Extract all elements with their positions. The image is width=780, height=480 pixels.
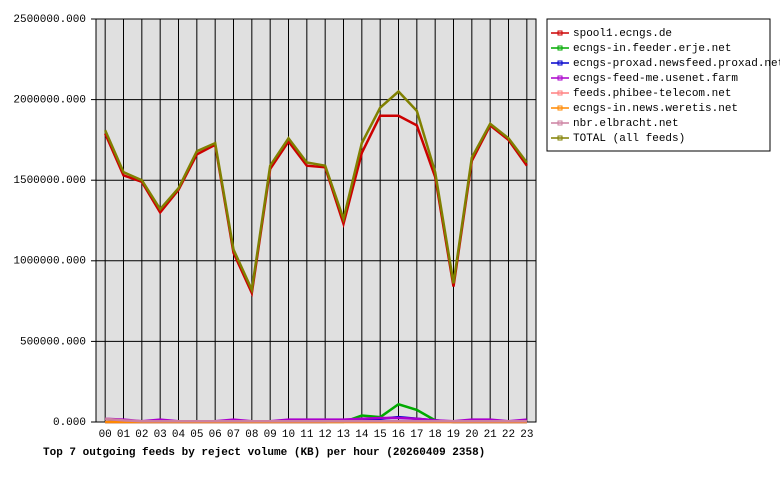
legend-marker bbox=[557, 75, 563, 81]
x-tick-label: 17 bbox=[410, 429, 423, 441]
y-tick-label: 0.000 bbox=[53, 417, 86, 429]
legend-label: ecngs-proxad.newsfeed.proxad.net bbox=[573, 58, 780, 70]
legend-label: ecngs-in.feeder.erje.net bbox=[573, 43, 731, 55]
x-tick-label: 14 bbox=[355, 429, 369, 441]
x-tick-label: 12 bbox=[319, 429, 332, 441]
y-tick-label: 1500000.000 bbox=[13, 175, 86, 187]
x-tick-label: 00 bbox=[99, 429, 112, 441]
x-tick-label: 11 bbox=[300, 429, 314, 441]
legend-box bbox=[546, 18, 771, 152]
plot-area bbox=[96, 19, 536, 422]
x-tick-label: 20 bbox=[465, 429, 478, 441]
x-tick-label: 19 bbox=[447, 429, 460, 441]
x-tick-label: 01 bbox=[117, 429, 131, 441]
legend-marker bbox=[557, 30, 563, 36]
chart-title: Top 7 outgoing feeds by reject volume (K… bbox=[43, 447, 485, 459]
x-tick-label: 13 bbox=[337, 429, 350, 441]
legend-label: nbr.elbracht.net bbox=[573, 118, 679, 130]
legend-label: feeds.phibee-telecom.net bbox=[573, 88, 731, 100]
legend-label: TOTAL (all feeds) bbox=[573, 133, 685, 145]
legend-label: ecngs-in.news.weretis.net bbox=[573, 103, 738, 115]
y-tick-label: 2500000.000 bbox=[13, 14, 86, 26]
x-tick-label: 04 bbox=[172, 429, 186, 441]
x-tick-label: 09 bbox=[264, 429, 277, 441]
legend-marker bbox=[557, 105, 563, 111]
y-tick-label: 500000.000 bbox=[20, 336, 86, 348]
x-tick-label: 03 bbox=[154, 429, 167, 441]
x-tick-label: 02 bbox=[135, 429, 148, 441]
legend-marker bbox=[557, 45, 563, 51]
x-tick-label: 06 bbox=[209, 429, 222, 441]
x-tick-label: 16 bbox=[392, 429, 405, 441]
legend-label: ecngs-feed-me.usenet.farm bbox=[573, 73, 738, 85]
x-tick-label: 05 bbox=[190, 429, 203, 441]
x-tick-label: 23 bbox=[520, 429, 533, 441]
series-line bbox=[105, 417, 527, 423]
x-tick-label: 15 bbox=[374, 429, 387, 441]
legend-marker bbox=[557, 135, 563, 141]
x-tick-label: 22 bbox=[502, 429, 515, 441]
legend-marker bbox=[557, 120, 563, 126]
x-tick-label: 18 bbox=[429, 429, 442, 441]
legend-marker bbox=[557, 60, 563, 66]
x-tick-label: 08 bbox=[245, 429, 258, 441]
y-tick-label: 1000000.000 bbox=[13, 256, 86, 268]
x-tick-label: 10 bbox=[282, 429, 295, 441]
x-tick-label: 21 bbox=[484, 429, 498, 441]
series-line bbox=[104, 89, 528, 295]
x-tick-label: 07 bbox=[227, 429, 240, 441]
y-tick-label: 2000000.000 bbox=[13, 95, 86, 107]
legend-label: spool1.ecngs.de bbox=[573, 28, 672, 40]
legend-marker bbox=[557, 90, 563, 96]
